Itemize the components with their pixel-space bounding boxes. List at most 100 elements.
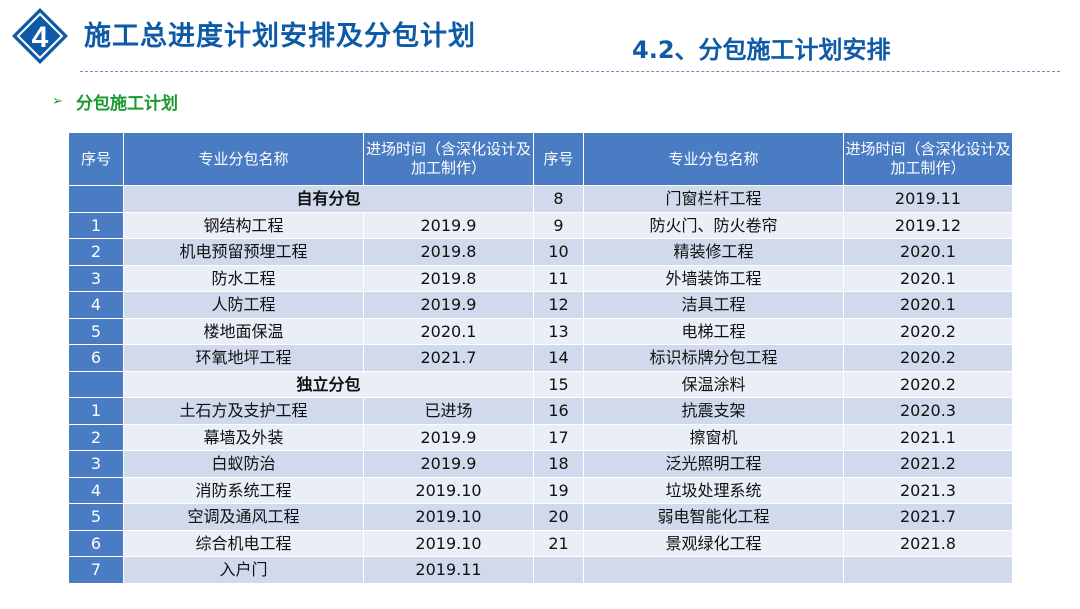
table-row: 3 白蚁防治 2019.9 18 泛光照明工程 2021.2 bbox=[68, 450, 1013, 478]
subcontract-name-right: 门窗栏杆工程 bbox=[583, 185, 844, 213]
row-index-right bbox=[533, 556, 584, 584]
row-index-right: 11 bbox=[533, 264, 584, 292]
subcontract-name-right: 垃圾处理系统 bbox=[583, 476, 844, 504]
group-label: 独立分包 bbox=[123, 370, 534, 398]
subcontract-name-left: 土石方及支护工程 bbox=[123, 397, 364, 425]
entry-time-right: 2021.3 bbox=[843, 476, 1013, 504]
table-row: 5 楼地面保温 2020.1 13 电梯工程 2020.2 bbox=[68, 317, 1013, 345]
table-row: 2 幕墙及外装 2019.9 17 擦窗机 2021.1 bbox=[68, 423, 1013, 451]
row-index-right: 18 bbox=[533, 450, 584, 478]
subcontract-name-right: 泛光照明工程 bbox=[583, 450, 844, 478]
subcontract-name-left: 机电预留预埋工程 bbox=[123, 238, 364, 266]
table-row: 3 防水工程 2019.8 11 外墙装饰工程 2020.1 bbox=[68, 264, 1013, 292]
entry-time-right: 2021.8 bbox=[843, 529, 1013, 557]
subcontract-name-left: 综合机电工程 bbox=[123, 529, 364, 557]
subcontract-name-left: 环氧地坪工程 bbox=[123, 344, 364, 372]
row-index-left: 1 bbox=[68, 397, 124, 425]
section-number-badge: 4 bbox=[10, 6, 70, 66]
subcontract-name-left: 钢结构工程 bbox=[123, 211, 364, 239]
row-index-right: 17 bbox=[533, 423, 584, 451]
row-index-left: 4 bbox=[68, 291, 124, 319]
group-label: 自有分包 bbox=[123, 185, 534, 213]
entry-time-right: 2020.2 bbox=[843, 370, 1013, 398]
subcontract-schedule-table: 序号 专业分包名称 进场时间（含深化设计及加工制作） 序号 专业分包名称 进场时间（含深化… bbox=[68, 132, 1013, 584]
row-index-left: 2 bbox=[68, 423, 124, 451]
col-header-index-left: 序号 bbox=[68, 132, 124, 186]
row-index-right: 10 bbox=[533, 238, 584, 266]
entry-time-right: 2021.7 bbox=[843, 503, 1013, 531]
row-index-left: 5 bbox=[68, 317, 124, 345]
section-heading: 分包施工计划 bbox=[76, 94, 178, 114]
row-index-right: 15 bbox=[533, 370, 584, 398]
entry-time-right: 2020.2 bbox=[843, 344, 1013, 372]
row-index-left bbox=[68, 370, 124, 398]
row-index-left: 4 bbox=[68, 476, 124, 504]
entry-time-right: 2020.1 bbox=[843, 291, 1013, 319]
row-index-left: 6 bbox=[68, 529, 124, 557]
entry-time-right: 2019.11 bbox=[843, 185, 1013, 213]
row-index-right: 14 bbox=[533, 344, 584, 372]
header-divider bbox=[80, 71, 1060, 72]
subcontract-name-left: 防水工程 bbox=[123, 264, 364, 292]
entry-time-left: 已进场 bbox=[363, 397, 534, 425]
row-index-left: 3 bbox=[68, 264, 124, 292]
row-index-right: 9 bbox=[533, 211, 584, 239]
subcontract-name-right: 精装修工程 bbox=[583, 238, 844, 266]
row-index-right: 21 bbox=[533, 529, 584, 557]
row-index-right: 19 bbox=[533, 476, 584, 504]
row-index-left: 6 bbox=[68, 344, 124, 372]
row-index-right: 12 bbox=[533, 291, 584, 319]
table-row: 自有分包 8 门窗栏杆工程 2019.11 bbox=[68, 185, 1013, 213]
entry-time-left: 2020.1 bbox=[363, 317, 534, 345]
subcontract-name-left: 空调及通风工程 bbox=[123, 503, 364, 531]
entry-time-left: 2019.10 bbox=[363, 529, 534, 557]
table-row: 5 空调及通风工程 2019.10 20 弱电智能化工程 2021.7 bbox=[68, 503, 1013, 531]
entry-time-right: 2019.12 bbox=[843, 211, 1013, 239]
entry-time-left: 2019.8 bbox=[363, 238, 534, 266]
row-index-right: 20 bbox=[533, 503, 584, 531]
table-row: 1 土石方及支护工程 已进场 16 抗震支架 2020.3 bbox=[68, 397, 1013, 425]
entry-time-left: 2019.9 bbox=[363, 211, 534, 239]
table-body: 自有分包 8 门窗栏杆工程 2019.11 1 钢结构工程 2019.9 9 防火门、防火卷帘 2… bbox=[68, 185, 1013, 584]
row-index-left: 1 bbox=[68, 211, 124, 239]
entry-time-right bbox=[843, 556, 1013, 584]
subcontract-name-right: 洁具工程 bbox=[583, 291, 844, 319]
entry-time-right: 2020.1 bbox=[843, 264, 1013, 292]
entry-time-left: 2019.10 bbox=[363, 476, 534, 504]
table-row: 2 机电预留预埋工程 2019.8 10 精装修工程 2020.1 bbox=[68, 238, 1013, 266]
subcontract-name-left: 幕墙及外装 bbox=[123, 423, 364, 451]
table-row: 独立分包 15 保温涂料 2020.2 bbox=[68, 370, 1013, 398]
entry-time-left: 2021.7 bbox=[363, 344, 534, 372]
col-header-name-left: 专业分包名称 bbox=[123, 132, 364, 186]
col-header-time-left: 进场时间（含深化设计及加工制作） bbox=[363, 132, 534, 186]
entry-time-right: 2021.1 bbox=[843, 423, 1013, 451]
subcontract-name-left: 入户门 bbox=[123, 556, 364, 584]
entry-time-right: 2020.2 bbox=[843, 317, 1013, 345]
subcontract-name-right bbox=[583, 556, 844, 584]
subcontract-name-left: 楼地面保温 bbox=[123, 317, 364, 345]
subcontract-name-right: 抗震支架 bbox=[583, 397, 844, 425]
row-index-left: 3 bbox=[68, 450, 124, 478]
table-row: 1 钢结构工程 2019.9 9 防火门、防火卷帘 2019.12 bbox=[68, 211, 1013, 239]
row-index-right: 13 bbox=[533, 317, 584, 345]
row-index-left: 5 bbox=[68, 503, 124, 531]
entry-time-left: 2019.9 bbox=[363, 291, 534, 319]
entry-time-right: 2020.1 bbox=[843, 238, 1013, 266]
table-row: 7 入户门 2019.11 bbox=[68, 556, 1013, 584]
badge-number: 4 bbox=[32, 21, 49, 54]
subcontract-name-right: 景观绿化工程 bbox=[583, 529, 844, 557]
row-index-left bbox=[68, 185, 124, 213]
table-row: 4 人防工程 2019.9 12 洁具工程 2020.1 bbox=[68, 291, 1013, 319]
entry-time-right: 2021.2 bbox=[843, 450, 1013, 478]
entry-time-left: 2019.11 bbox=[363, 556, 534, 584]
bullet-arrow-icon: ➢ bbox=[52, 94, 63, 109]
subcontract-name-left: 人防工程 bbox=[123, 291, 364, 319]
subcontract-name-left: 消防系统工程 bbox=[123, 476, 364, 504]
entry-time-left: 2019.9 bbox=[363, 450, 534, 478]
row-index-right: 16 bbox=[533, 397, 584, 425]
subcontract-name-right: 外墙装饰工程 bbox=[583, 264, 844, 292]
subcontract-name-right: 弱电智能化工程 bbox=[583, 503, 844, 531]
row-index-left: 7 bbox=[68, 556, 124, 584]
entry-time-left: 2019.9 bbox=[363, 423, 534, 451]
col-header-index-right: 序号 bbox=[533, 132, 584, 186]
